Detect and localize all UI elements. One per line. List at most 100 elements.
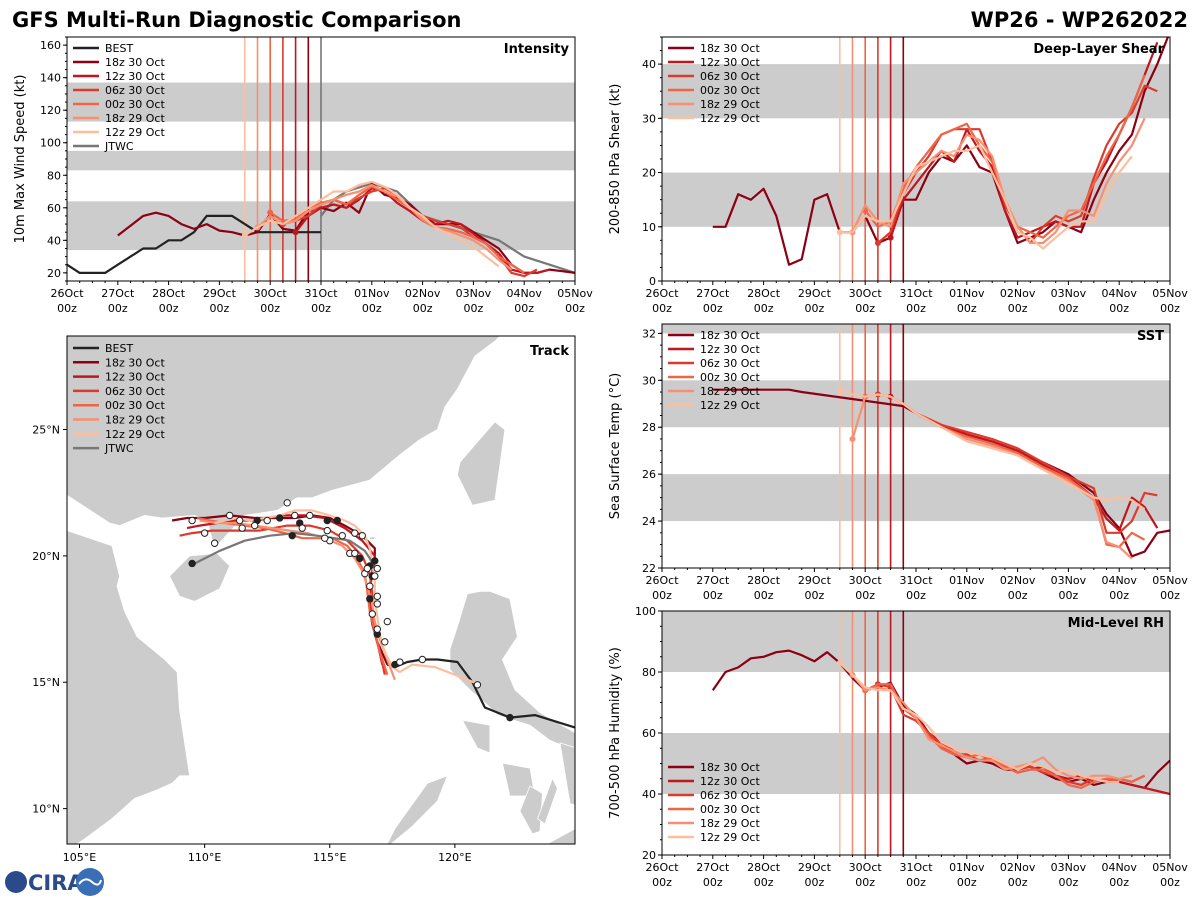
track-marker (356, 554, 364, 563)
rh-xtick-date: 04Nov (1101, 861, 1137, 874)
shear-xtick-date: 29Oct (798, 287, 832, 300)
track-ytick-label: 25°N (32, 424, 60, 437)
intensity-ytick-label: 60 (47, 202, 61, 215)
rh-xtick-hour: 00z (1109, 876, 1129, 889)
rh-ytick-label: 60 (642, 727, 656, 740)
track-marker (235, 516, 244, 525)
shear-legend-label: 18z 30 Oct (700, 42, 760, 55)
shear-series-line (839, 144, 1133, 250)
rh-xtick-date: 29Oct (798, 861, 832, 874)
rh-xtick-hour: 00z (855, 876, 875, 889)
cira-logo-wave-icon (78, 878, 102, 886)
track-legend-label: 12z 29 Oct (105, 428, 165, 441)
sst-xtick-hour: 00z (1059, 589, 1079, 602)
sst-legend-label: 12z 29 Oct (700, 399, 760, 412)
sst-panel: 22 24 26 28 30 32 26Oct 00z 27Oct 00z 28Oct 00z 29Oc… (608, 323, 1188, 602)
track-marker (351, 549, 359, 558)
shear-xtick-hour: 00z (855, 302, 875, 315)
intensity-legend-label: JTWC (104, 140, 134, 153)
track-marker (288, 531, 296, 540)
intensity-xtick-date: 01Nov (354, 287, 390, 300)
rh-xtick-date: 28Oct (747, 861, 781, 874)
intensity-xtick-hour: 00z (108, 302, 128, 315)
sst-xtick-date: 26Oct (645, 574, 679, 587)
intensity-ytick-label: 80 (47, 169, 61, 182)
intensity-series-line (244, 180, 500, 268)
intensity-xtick-hour: 00z (514, 302, 534, 315)
shear-xtick-hour: 00z (703, 302, 723, 315)
track-map-group (67, 336, 575, 844)
intensity-legend-label: 18z 30 Oct (105, 56, 165, 69)
track-marker (298, 524, 306, 532)
land-mindoro (461, 719, 491, 754)
intensity-series-group (67, 180, 575, 278)
rh-xtick-date: 02Nov (1000, 861, 1036, 874)
sst-ytick-label: 26 (642, 468, 656, 481)
intensity-xtick-hour: 00z (413, 302, 433, 315)
intensity-legend-label: 18z 29 Oct (105, 112, 165, 125)
track-marker (371, 572, 379, 580)
shear-legend-label: 06z 30 Oct (700, 70, 760, 83)
shear-ytick-label: 30 (642, 112, 656, 125)
sst-legend-label: 18z 29 Oct (700, 385, 760, 398)
sst-shaded-band (662, 380, 1170, 428)
track-marker (306, 511, 314, 520)
track-marker (210, 539, 219, 547)
rh-series-group (711, 649, 1170, 796)
sst-series-group (712, 386, 1170, 560)
rh-xtick-hour: 00z (652, 876, 672, 889)
intensity-panel: 20 40 60 80 100 120 140 160 26Oct 00z 27Oct 00z 28Oc… (13, 36, 593, 315)
track-legend-label: 18z 29 Oct (105, 414, 165, 427)
track-marker (368, 610, 377, 618)
shear-xtick-hour: 00z (957, 302, 977, 315)
cira-logo: CIRA (5, 868, 104, 896)
sst-legend-label: 18z 30 Oct (700, 329, 760, 342)
intensity-xtick-hour: 00z (210, 302, 230, 315)
sst-xtick-date: 02Nov (1000, 574, 1036, 587)
shear-xtick-date: 31Oct (899, 287, 933, 300)
land-taiwan (456, 421, 506, 506)
sst-init-marker (849, 435, 856, 442)
track-legend-label: 12z 30 Oct (105, 371, 165, 384)
intensity-init-marker (292, 229, 299, 236)
shear-legend-label: 18z 29 Oct (700, 98, 760, 111)
rh-series-line (839, 662, 1120, 783)
track-marker (283, 499, 291, 507)
sst-ytick-label: 24 (642, 515, 656, 528)
shear-ytick-label: 0 (649, 275, 656, 288)
track-xtick-label: 110°E (188, 851, 221, 864)
track-marker (373, 564, 382, 573)
shear-xtick-hour: 00z (1008, 302, 1028, 315)
sst-xtick-hour: 00z (1160, 589, 1180, 602)
intensity-xtick-hour: 00z (311, 302, 331, 315)
sst-panel-label: SST (1137, 329, 1164, 344)
shear-init-marker (887, 234, 894, 241)
track-marker (373, 625, 382, 633)
rh-xtick-hour: 00z (805, 876, 825, 889)
intensity-xtick-hour: 00z (159, 302, 179, 315)
sst-xtick-date: 29Oct (798, 574, 832, 587)
intensity-legend-label: BEST (105, 42, 133, 55)
track-marker (323, 516, 331, 525)
track-ytick-label: 20°N (32, 550, 60, 563)
sst-ytick-label: 30 (642, 374, 656, 387)
track-marker (238, 524, 246, 532)
shear-legend-label: 00z 30 Oct (700, 84, 760, 97)
land-mindanao (546, 828, 575, 844)
track-marker (396, 658, 404, 666)
sst-xtick-hour: 00z (957, 589, 977, 602)
intensity-panel-label: Intensity (504, 42, 570, 57)
shear-xtick-hour: 00z (1160, 302, 1180, 315)
shear-shaded-band (662, 64, 1170, 119)
shear-xtick-hour: 00z (652, 302, 672, 315)
rh-xtick-hour: 00z (957, 876, 977, 889)
rh-legend-label: 18z 29 Oct (700, 817, 760, 830)
sst-xtick-date: 31Oct (899, 574, 933, 587)
sst-xtick-date: 01Nov (949, 574, 985, 587)
track-xtick-label: 115°E (313, 851, 346, 864)
shear-xtick-date: 05Nov (1152, 287, 1188, 300)
land-luzon (449, 590, 575, 751)
shear-panel: 0 10 20 30 40 26Oct 00z 27Oct 00z 28Oct 00z 29Oct 00… (608, 36, 1188, 315)
track-legend-label: 00z 30 Oct (105, 399, 165, 412)
rh-xtick-date: 30Oct (849, 861, 883, 874)
